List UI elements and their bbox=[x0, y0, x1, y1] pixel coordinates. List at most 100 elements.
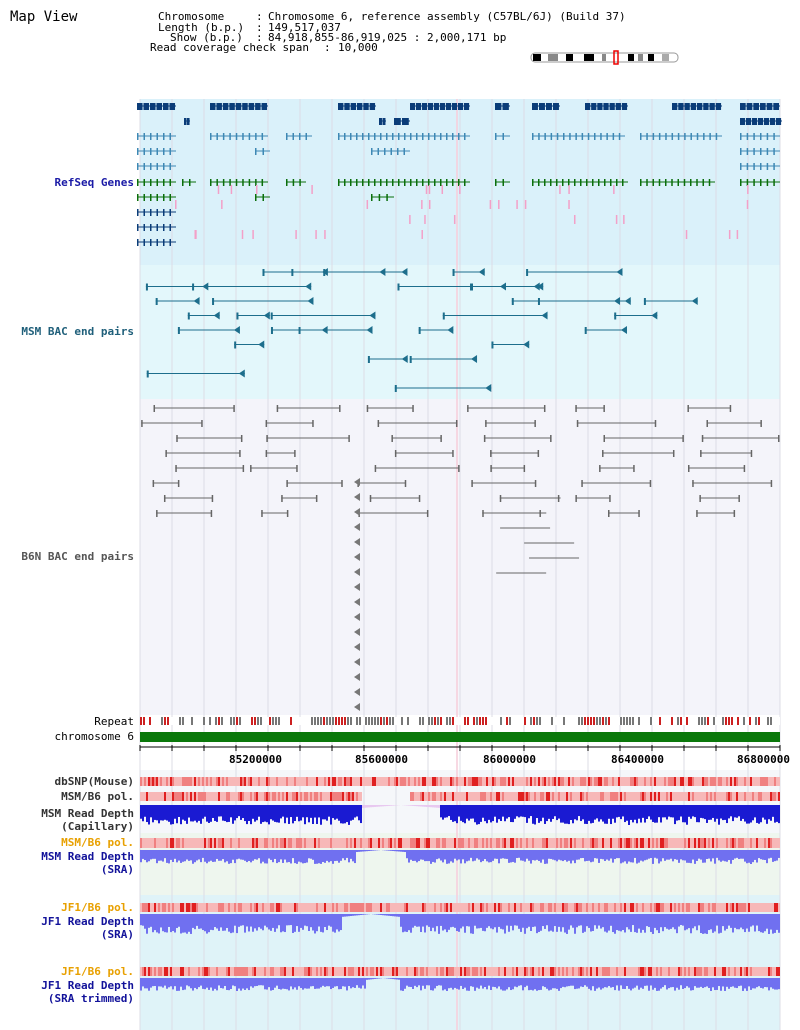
depth-bar bbox=[518, 914, 520, 929]
polymorphism-cell bbox=[484, 792, 486, 801]
repeat-element bbox=[359, 717, 361, 725]
chromosome-label[interactable]: chromosome 6 bbox=[54, 730, 134, 743]
jf1-depth-sra-sub-label: (SRA) bbox=[100, 928, 134, 941]
depth-bar bbox=[546, 850, 548, 864]
polymorphism-cell bbox=[324, 967, 326, 976]
depth-bar bbox=[352, 805, 354, 820]
snp-mark bbox=[421, 200, 423, 209]
depth-bar bbox=[184, 978, 186, 990]
gene-exon bbox=[616, 179, 618, 186]
depth-bar bbox=[582, 914, 584, 933]
polymorphism-cell bbox=[198, 838, 200, 848]
repeat-element bbox=[320, 717, 322, 725]
b6n-bac-end-pairs-track[interactable] bbox=[141, 405, 780, 711]
depth-bar bbox=[622, 914, 624, 930]
depth-bar bbox=[488, 850, 490, 863]
depth-bar bbox=[486, 805, 488, 824]
snp-mark bbox=[747, 185, 749, 194]
jf1-depth-trimmed-label[interactable]: JF1 Read Depth bbox=[41, 979, 134, 992]
depth-bar bbox=[578, 978, 580, 989]
depth-bar bbox=[282, 978, 284, 989]
polymorphism-cell bbox=[530, 838, 532, 848]
msm-bac-label[interactable]: MSM BAC end pairs bbox=[21, 325, 134, 338]
polymorphism-cell bbox=[184, 967, 186, 976]
msm-bac-end-pairs-track[interactable] bbox=[145, 268, 698, 392]
repeat-track[interactable] bbox=[140, 717, 780, 725]
depth-bar bbox=[460, 978, 462, 986]
polymorphism-cell bbox=[256, 967, 258, 976]
polymorphism-cell bbox=[512, 777, 514, 786]
polymorphism-cell bbox=[734, 967, 736, 976]
dbsnp-label[interactable]: dbSNP(Mouse) bbox=[54, 775, 134, 788]
msm-b6-pol-label[interactable]: MSM/B6 pol. bbox=[61, 790, 134, 803]
depth-bar bbox=[320, 850, 322, 864]
jf1-b6-pol-label[interactable]: JF1/B6 pol. bbox=[61, 901, 134, 914]
depth-bar bbox=[266, 914, 268, 928]
depth-bar bbox=[412, 914, 414, 928]
polymorphism-cell bbox=[684, 838, 686, 848]
refseq-genes-label[interactable]: RefSeq Genes bbox=[54, 176, 134, 189]
msm-depth-capillary-label[interactable]: MSM Read Depth bbox=[41, 807, 134, 820]
depth-bar bbox=[516, 978, 518, 988]
polymorphism-cell bbox=[600, 792, 602, 801]
polymorphism-cell bbox=[144, 792, 146, 801]
depth-bar bbox=[576, 805, 578, 821]
repeat-element bbox=[587, 717, 589, 725]
depth-bar bbox=[614, 850, 616, 860]
polymorphism-cell bbox=[726, 777, 728, 786]
polymorphism-cell bbox=[442, 967, 444, 976]
depth-bar bbox=[478, 805, 480, 825]
gene-exon bbox=[350, 103, 357, 110]
repeat-label[interactable]: Repeat bbox=[94, 715, 134, 728]
polymorphism-tracks[interactable] bbox=[140, 777, 780, 976]
polymorphism-cell bbox=[430, 838, 432, 848]
jf1-b6-pol-trimmed-label[interactable]: JF1/B6 pol. bbox=[61, 965, 134, 978]
depth-bar bbox=[274, 850, 276, 859]
gene-exon bbox=[684, 133, 686, 140]
polymorphism-cell bbox=[666, 903, 668, 912]
gene-exon bbox=[766, 133, 769, 140]
polymorphism-cell bbox=[496, 903, 498, 912]
depth-bar bbox=[342, 805, 344, 824]
bac-end-mark bbox=[458, 465, 460, 472]
msm-b6-pol-sra-label[interactable]: MSM/B6 pol. bbox=[61, 836, 134, 849]
polymorphism-cell bbox=[278, 838, 280, 848]
jf1-depth-sra-label[interactable]: JF1 Read Depth bbox=[41, 915, 134, 928]
bac-end-mark bbox=[534, 480, 537, 487]
depth-bar bbox=[386, 805, 388, 807]
gene-exon bbox=[622, 179, 624, 186]
polymorphism-cell bbox=[652, 777, 654, 786]
polymorphism-cell bbox=[184, 792, 186, 801]
depth-bar bbox=[238, 805, 240, 817]
polymorphism-cell bbox=[288, 838, 290, 848]
chromosome-bar[interactable] bbox=[140, 732, 780, 742]
b6n-bac-label[interactable]: B6N BAC end pairs bbox=[21, 550, 134, 563]
snp-mark bbox=[217, 185, 220, 194]
depth-bar bbox=[280, 978, 282, 990]
repeat-element bbox=[758, 717, 760, 725]
polymorphism-cell bbox=[192, 903, 194, 912]
depth-bar bbox=[676, 914, 678, 934]
polymorphism-cell bbox=[270, 967, 272, 976]
depth-bar bbox=[682, 850, 684, 861]
gene-exon bbox=[709, 133, 711, 140]
polymorphism-cell bbox=[484, 777, 486, 786]
polymorphism-cell bbox=[434, 903, 436, 912]
depth-bar bbox=[690, 850, 692, 864]
refseq-genes-track[interactable] bbox=[137, 103, 782, 246]
polymorphism-cell bbox=[624, 838, 626, 848]
depth-bar bbox=[208, 850, 210, 862]
depth-bar bbox=[664, 805, 666, 818]
depth-bar bbox=[464, 805, 466, 824]
polymorphism-cell bbox=[384, 777, 386, 786]
gene-exon bbox=[434, 103, 440, 110]
depth-bar bbox=[274, 805, 276, 822]
chromosome-ideogram[interactable] bbox=[530, 50, 679, 65]
msm-depth-sra-label[interactable]: MSM Read Depth bbox=[41, 850, 134, 863]
gene-exon bbox=[753, 133, 755, 140]
polymorphism-cell bbox=[390, 967, 392, 976]
read-depth-tracks[interactable] bbox=[140, 805, 780, 991]
gene-exon bbox=[371, 194, 373, 201]
depth-bar bbox=[188, 805, 190, 818]
